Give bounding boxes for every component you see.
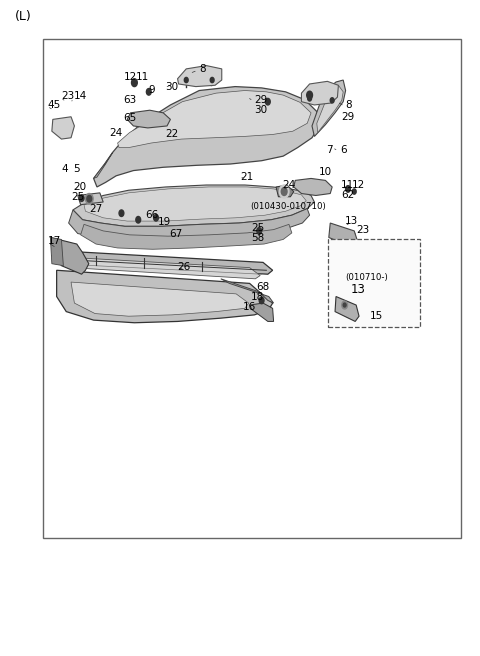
Circle shape [85, 194, 93, 204]
Text: 58: 58 [251, 233, 264, 243]
Text: 20: 20 [73, 182, 86, 192]
Polygon shape [317, 85, 343, 133]
Text: 15: 15 [370, 311, 383, 321]
Polygon shape [294, 178, 332, 195]
Text: 65: 65 [123, 113, 136, 123]
Circle shape [265, 98, 270, 105]
Circle shape [119, 210, 124, 216]
Text: 68: 68 [256, 282, 269, 293]
Circle shape [146, 89, 151, 95]
Text: 13: 13 [350, 283, 365, 297]
Polygon shape [276, 185, 294, 197]
Text: 63: 63 [123, 94, 136, 105]
Polygon shape [94, 152, 113, 178]
Circle shape [136, 216, 141, 223]
Text: 17: 17 [48, 236, 61, 247]
Circle shape [307, 91, 312, 99]
Text: 11: 11 [135, 72, 149, 83]
Circle shape [132, 79, 137, 87]
FancyBboxPatch shape [328, 239, 420, 327]
Polygon shape [127, 110, 170, 128]
Text: 22: 22 [166, 129, 179, 140]
Text: 45: 45 [47, 100, 60, 110]
Text: 19: 19 [157, 216, 171, 227]
Circle shape [259, 297, 264, 304]
Text: 7: 7 [326, 144, 333, 155]
Circle shape [352, 189, 356, 194]
Text: 6: 6 [340, 144, 347, 155]
Circle shape [79, 195, 84, 201]
Text: 25: 25 [71, 192, 84, 202]
Text: 27: 27 [89, 203, 102, 214]
Polygon shape [312, 80, 346, 136]
Polygon shape [329, 223, 358, 248]
Polygon shape [301, 81, 338, 105]
Polygon shape [335, 297, 359, 321]
Text: 67: 67 [169, 229, 183, 239]
Circle shape [154, 215, 158, 221]
Circle shape [257, 228, 262, 234]
Text: 29: 29 [341, 112, 354, 122]
Text: 14: 14 [73, 91, 87, 102]
Polygon shape [178, 66, 222, 87]
Text: (010710-): (010710-) [346, 273, 388, 282]
Text: 62: 62 [341, 190, 354, 200]
Text: (010430-010710): (010430-010710) [250, 202, 326, 211]
Text: 5: 5 [73, 164, 80, 174]
FancyBboxPatch shape [43, 39, 461, 538]
Polygon shape [52, 117, 74, 139]
Text: 24: 24 [109, 127, 123, 138]
Polygon shape [78, 193, 103, 205]
Polygon shape [118, 91, 311, 148]
Circle shape [281, 188, 287, 195]
Circle shape [343, 303, 346, 307]
Circle shape [184, 77, 188, 83]
Circle shape [210, 77, 214, 83]
Text: 8: 8 [199, 64, 206, 74]
Polygon shape [73, 185, 314, 226]
Polygon shape [52, 251, 273, 274]
Circle shape [346, 186, 350, 192]
Polygon shape [69, 209, 310, 239]
Text: 12: 12 [124, 72, 137, 83]
Text: 4: 4 [61, 164, 68, 174]
Polygon shape [94, 87, 319, 187]
Text: 30: 30 [254, 104, 267, 115]
Polygon shape [84, 187, 306, 221]
Text: 18: 18 [251, 291, 264, 302]
Polygon shape [50, 237, 63, 266]
Text: 8: 8 [346, 100, 352, 110]
Text: 23: 23 [356, 224, 370, 235]
Text: 13: 13 [345, 216, 358, 226]
Circle shape [308, 96, 312, 101]
Circle shape [342, 301, 348, 309]
Text: 66: 66 [145, 210, 159, 220]
Circle shape [87, 195, 92, 202]
Polygon shape [50, 237, 89, 274]
Text: 9: 9 [149, 85, 156, 95]
Polygon shape [71, 282, 249, 316]
Text: 30: 30 [166, 81, 179, 92]
Text: 23: 23 [61, 91, 74, 102]
Circle shape [279, 185, 289, 198]
Text: (L): (L) [14, 10, 31, 23]
Text: 21: 21 [240, 172, 253, 182]
Polygon shape [57, 270, 273, 323]
Circle shape [330, 98, 334, 103]
Text: 29: 29 [254, 94, 268, 105]
Text: 11: 11 [341, 180, 354, 190]
Text: 12: 12 [352, 180, 365, 190]
Text: 16: 16 [242, 302, 256, 312]
Text: 25: 25 [251, 223, 264, 234]
Polygon shape [81, 224, 292, 249]
Text: 24: 24 [282, 180, 296, 190]
Polygon shape [221, 279, 274, 303]
Text: 10: 10 [319, 167, 332, 177]
Polygon shape [250, 303, 274, 321]
Polygon shape [62, 257, 260, 279]
Text: 26: 26 [178, 262, 191, 272]
